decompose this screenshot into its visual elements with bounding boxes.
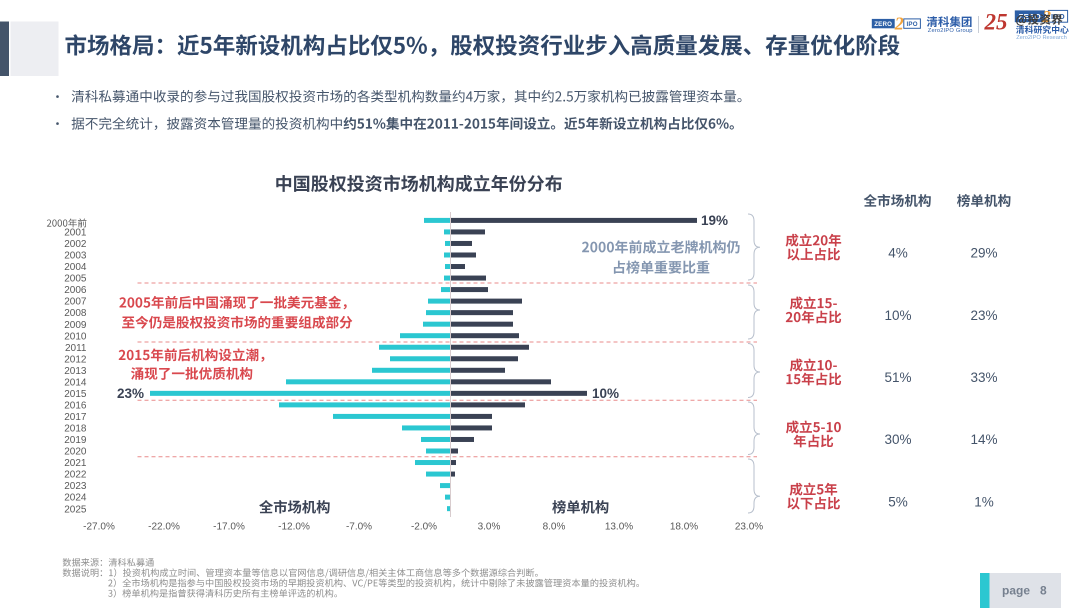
svg-text:18.0%: 18.0% (670, 521, 698, 532)
svg-text:10%: 10% (884, 308, 911, 323)
svg-text:2019: 2019 (64, 435, 87, 446)
svg-text:2011: 2011 (65, 343, 87, 354)
svg-text:IPO: IPO (906, 21, 917, 28)
svg-text:-27.0%: -27.0% (83, 521, 115, 532)
svg-text:2015: 2015 (64, 389, 87, 400)
svg-text:2022: 2022 (64, 470, 87, 481)
svg-text:33%: 33% (970, 370, 997, 385)
svg-text:page: page (1002, 583, 1030, 597)
svg-text:2018: 2018 (64, 424, 87, 435)
svg-text:30%: 30% (884, 432, 911, 447)
svg-text:2013: 2013 (64, 366, 87, 377)
svg-text:10%: 10% (592, 386, 619, 401)
svg-text:23.0%: 23.0% (735, 521, 763, 532)
svg-text:4%: 4% (888, 245, 908, 260)
svg-text:2014: 2014 (64, 377, 87, 388)
svg-text:2020: 2020 (64, 447, 87, 458)
svg-text:3.0%: 3.0% (478, 521, 501, 532)
svg-text:23%: 23% (970, 308, 997, 323)
svg-text:2016: 2016 (64, 400, 87, 411)
svg-text:2002: 2002 (64, 239, 87, 250)
svg-text:ZERO: ZERO (874, 21, 892, 28)
svg-text:2025: 2025 (64, 504, 87, 515)
svg-text:2006: 2006 (64, 285, 87, 296)
svg-text:2005: 2005 (64, 274, 87, 285)
svg-text:2001: 2001 (64, 228, 87, 239)
svg-text:29%: 29% (970, 245, 997, 260)
svg-text:8.0%: 8.0% (543, 521, 566, 532)
svg-text:2021: 2021 (64, 458, 87, 469)
svg-text:13.0%: 13.0% (605, 521, 633, 532)
svg-text:2010: 2010 (64, 331, 87, 342)
svg-text:-17.0%: -17.0% (213, 521, 245, 532)
svg-text:-12.0%: -12.0% (278, 521, 310, 532)
svg-text:-7.0%: -7.0% (346, 521, 372, 532)
svg-text:5%: 5% (888, 494, 908, 509)
svg-text:25: 25 (984, 10, 1008, 35)
svg-text:2024: 2024 (64, 493, 87, 504)
svg-text:19%: 19% (701, 213, 728, 228)
svg-text:Zero2IPO Group: Zero2IPO Group (928, 28, 973, 34)
svg-text:1%: 1% (974, 494, 994, 509)
svg-text:14%: 14% (970, 432, 997, 447)
svg-text:2008: 2008 (64, 308, 87, 319)
svg-text:2004: 2004 (64, 262, 87, 273)
svg-text:-22.0%: -22.0% (148, 521, 180, 532)
svg-text:2003: 2003 (64, 251, 87, 262)
svg-text:2009: 2009 (64, 320, 87, 331)
svg-text:2007: 2007 (64, 297, 87, 308)
svg-text:2023: 2023 (64, 481, 87, 492)
svg-text:-2.0%: -2.0% (411, 521, 437, 532)
svg-text:51%: 51% (884, 370, 911, 385)
svg-text:2: 2 (894, 14, 904, 34)
svg-text:8: 8 (1040, 583, 1047, 597)
svg-text:Zero2IPO Research: Zero2IPO Research (1016, 35, 1067, 41)
svg-text:2017: 2017 (64, 412, 87, 423)
svg-text:23%: 23% (117, 386, 144, 401)
svg-text:2012: 2012 (64, 354, 87, 365)
